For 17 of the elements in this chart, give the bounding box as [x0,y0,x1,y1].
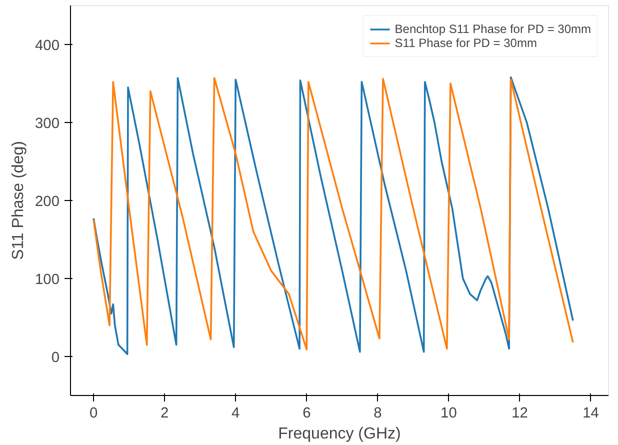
x-tick-label: 12 [512,406,528,422]
y-tick-label: 300 [35,116,60,132]
y-tick-label: 0 [51,350,60,366]
x-tick-label: 10 [440,406,457,422]
x-tick-label: 2 [160,406,169,422]
legend-label: S11 Phase for PD = 30mm [394,36,537,50]
y-tick-label: 200 [35,194,60,210]
y-axis-title: S11 Phase (deg) [10,141,28,260]
y-tick-label: 100 [35,272,60,288]
y-tick-label: 400 [35,38,60,54]
x-axis-title: Frequency (GHz) [278,426,401,442]
x-tick-label: 8 [374,406,382,422]
x-tick-label: 4 [232,406,240,422]
x-tick-label: 6 [302,406,311,422]
x-tick-label: 0 [90,406,98,422]
x-tick-label: 14 [582,406,599,422]
legend-label: Benchtop S11 Phase for PD = 30mm [394,22,591,36]
